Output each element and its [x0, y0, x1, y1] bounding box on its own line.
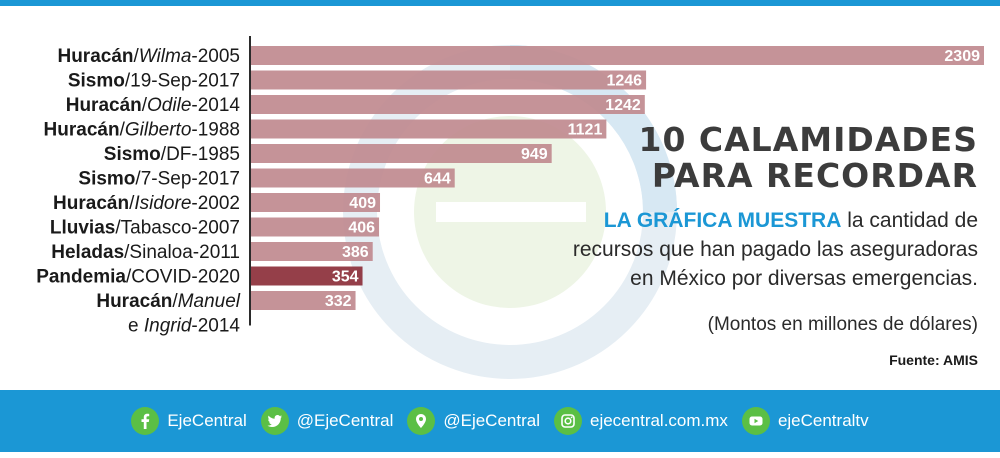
category-label-9: Pandemia/COVID-2020	[36, 267, 240, 288]
bar-value-label-9: 354	[332, 269, 359, 286]
bar-10	[250, 291, 356, 310]
bar-value-label-10: 332	[325, 293, 352, 310]
location-pin-icon	[407, 407, 436, 435]
bar-value-label-7: 406	[348, 220, 375, 237]
source-note: Fuente: AMIS	[889, 352, 978, 368]
social-facebook-label: EjeCentral	[167, 411, 247, 430]
bar-chart: 2309 Huracán/Wilma-2005 1246 Sismo/19-Sep-2…	[36, 36, 984, 337]
bar-value-label-8: 386	[342, 244, 369, 261]
category-label-6: Huracán/Isidore-2002	[53, 193, 240, 214]
bar-7	[250, 217, 380, 237]
description-text: la cantidad de recursos que han pagado l…	[572, 209, 978, 290]
bar-6	[250, 193, 381, 212]
bar-value-label-0: 2309	[944, 48, 980, 65]
units-note: (Montos en millones de dólares)	[707, 314, 978, 335]
social-youtube-label: ejeCentraltv	[777, 411, 869, 430]
social-instagram-label: ejecentral.com.mx	[590, 411, 728, 430]
bar-value-label-3: 1121	[568, 122, 603, 139]
title-line-1: 10 CALAMIDADES	[638, 120, 978, 159]
category-label-5: Sismo/7-Sep-2017	[78, 169, 240, 190]
bar-9	[250, 266, 363, 286]
description: LA GRÁFICA MUESTRA la cantidad de recurs…	[558, 206, 978, 293]
facebook-icon	[131, 407, 160, 435]
instagram-icon	[554, 407, 582, 435]
chart-title: 10 CALAMIDADES PARA RECORDAR	[639, 122, 979, 194]
twitter-icon	[260, 407, 289, 435]
bar-value-label-4: 949	[521, 146, 548, 163]
social-instagram[interactable]: ejecentral.com.mx	[554, 407, 728, 435]
category-label-0: Huracán/Wilma-2005	[57, 46, 240, 67]
bar-value-label-5: 644	[424, 171, 451, 188]
social-facebook[interactable]: EjeCentral	[131, 407, 247, 435]
youtube-icon	[741, 407, 770, 435]
bar-1	[250, 70, 647, 90]
top-accent-strip	[0, 0, 1000, 6]
bar-value-label-2: 1242	[605, 97, 641, 114]
category-label-10-line2: e Ingrid-2014	[128, 316, 240, 337]
social-location[interactable]: @EjeCentral	[407, 407, 540, 435]
category-label-10: Huracán/Manuel	[96, 291, 240, 312]
category-label-8: Heladas/Sinaloa-2011	[51, 242, 240, 263]
category-label-7: Lluvias/Tabasco-2007	[50, 218, 240, 239]
social-footer: EjeCentral @EjeCentral @EjeCentral ejece…	[0, 390, 1000, 452]
category-label-4: Sismo/DF-1985	[104, 144, 240, 165]
title-line-2: PARA RECORDAR	[651, 156, 978, 195]
social-youtube[interactable]: ejeCentraltv	[741, 407, 869, 435]
bar-2	[250, 95, 645, 114]
bar-value-label-6: 409	[349, 195, 376, 212]
description-lead: LA GRÁFICA MUESTRA	[603, 209, 842, 232]
social-location-label: @EjeCentral	[443, 411, 540, 430]
bottom-strip	[0, 452, 1000, 458]
social-twitter-label: @EjeCentral	[296, 411, 394, 430]
bar-value-label-1: 1246	[606, 73, 642, 90]
bar-8	[250, 242, 373, 261]
bar-4	[250, 144, 552, 163]
bar-5	[250, 168, 455, 188]
bar-3	[250, 119, 607, 139]
category-label-3: Huracán/Gilberto-1988	[44, 120, 240, 141]
category-label-1: Sismo/19-Sep-2017	[68, 71, 240, 92]
social-twitter[interactable]: @EjeCentral	[260, 407, 394, 435]
category-label-2: Huracán/Odile-2014	[66, 95, 241, 116]
bar-0	[250, 46, 984, 65]
